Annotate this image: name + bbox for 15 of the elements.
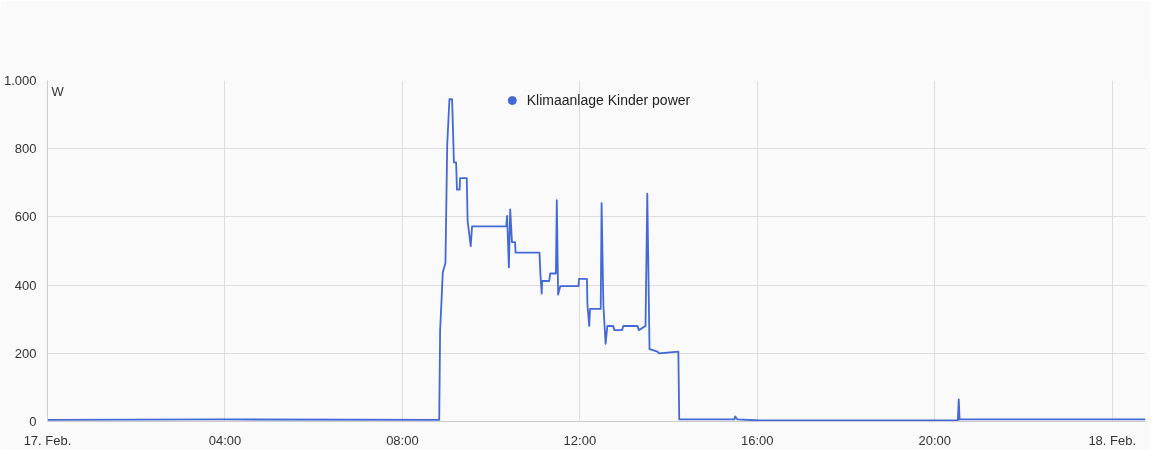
y-axis-title: W — [51, 83, 65, 99]
x-tick-label: 18. Feb. — [1088, 432, 1137, 448]
y-tick-label: 400 — [14, 277, 37, 293]
y-tick-label: 600 — [14, 209, 37, 225]
x-tick-label: 16:00 — [741, 432, 774, 448]
legend-label: Klimaanlage Kinder power — [526, 92, 691, 108]
x-tick-label: 17. Feb. — [23, 432, 72, 448]
x-tick-label: 12:00 — [563, 432, 597, 448]
y-tick-label: 0 — [29, 414, 37, 429]
y-tick-label: 1.000 — [3, 73, 37, 88]
x-tick-label: 20:00 — [918, 432, 952, 448]
x-tick-label: 08:00 — [386, 432, 419, 448]
x-tick-label: 04:00 — [208, 432, 242, 448]
y-tick-label: 800 — [14, 141, 37, 157]
y-tick-label: 200 — [14, 345, 37, 361]
